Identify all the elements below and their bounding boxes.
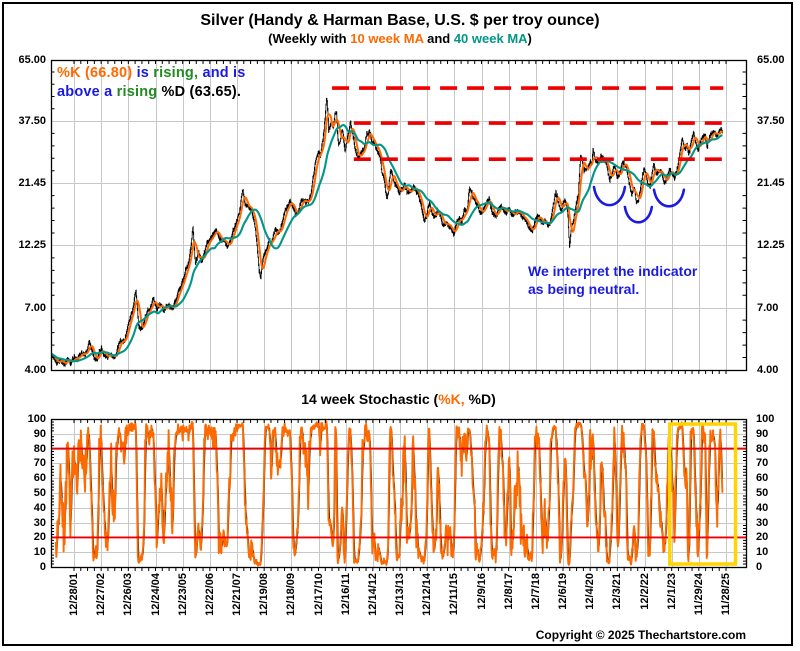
stoch-y-axis-label-left: 60 [33, 472, 46, 484]
annotation-d-value: %D (63.65). [157, 84, 242, 100]
stoch-y-axis-label-left: 10 [33, 546, 46, 558]
date-label: 12/18/09 [285, 573, 297, 616]
subtitle-joiner: and [423, 31, 454, 46]
date-label: 12/12/14 [421, 573, 433, 616]
date-label: 12/3/21 [611, 573, 623, 610]
date-label: 12/19/08 [258, 573, 270, 616]
price-y-axis-label-right: 37.50 [757, 115, 785, 127]
page-border [2, 2, 793, 646]
annotation-line-2: above a rising %D (63.65). [57, 83, 246, 102]
date-label: 12/26/03 [122, 573, 134, 616]
stoch-y-axis-label-right: 10 [756, 546, 769, 558]
annotation-above-a: above a [57, 84, 117, 100]
stoch-y-axis-label-right: 40 [756, 502, 769, 514]
subtitle-suffix: ) [527, 31, 532, 46]
date-label: 12/27/02 [95, 573, 107, 616]
stoch-y-axis-label-right: 20 [756, 531, 769, 543]
date-label: 12/7/18 [530, 573, 542, 610]
date-label: 12/9/16 [476, 573, 488, 610]
stoch-y-axis-label-right: 100 [756, 413, 775, 425]
date-label: 12/17/10 [313, 573, 325, 616]
stoch-y-axis-label-left: 90 [33, 428, 46, 440]
stoch-y-axis-label-left: 0 [39, 561, 46, 573]
price-y-axis-label-right: 21.45 [757, 177, 785, 189]
subtitle-10wma-label: 10 week MA [350, 31, 424, 46]
annotation-and-is: and is [198, 65, 246, 81]
stoch-y-axis-label-right: 90 [756, 428, 769, 440]
price-y-axis-label-left: 7.00 [24, 302, 46, 314]
annotation-is: is [132, 65, 154, 81]
price-y-axis-label-left: 65.00 [18, 54, 46, 66]
price-y-axis-label-right: 4.00 [757, 364, 779, 376]
date-label: 12/6/19 [557, 573, 569, 610]
date-label: 12/22/06 [204, 573, 216, 616]
stoch-y-axis-label-right: 30 [756, 517, 769, 529]
price-y-axis-label-left: 37.50 [18, 115, 46, 127]
subtitle-prefix: (Weekly with [268, 31, 351, 46]
stoch-y-axis-label-right: 50 [756, 487, 769, 499]
stoch-y-axis-label-left: 100 [27, 413, 46, 425]
annotation-k-value: %K (66.80) [57, 65, 133, 81]
date-label: 12/8/17 [503, 573, 515, 610]
date-label: 11/28/25 [720, 573, 732, 616]
date-label: 11/29/24 [693, 573, 705, 616]
date-label: 12/16/11 [340, 573, 352, 616]
annotation-rising-1: rising, [153, 65, 199, 81]
subtitle-40wma-label: 40 week MA [453, 31, 528, 46]
copyright-text: Copyright © 2025 Thechartstore.com [535, 628, 746, 642]
note-line-2: as being neutral. [528, 281, 640, 297]
date-label: 12/24/04 [150, 573, 162, 616]
stoch-y-axis-label-left: 40 [33, 502, 46, 514]
stoch-title-prefix: 14 week Stochastic ( [301, 391, 439, 407]
price-y-axis-label-right: 65.00 [757, 54, 785, 66]
price-y-axis-label-left: 12.25 [18, 239, 46, 251]
note-line-1: We interpret the indicator [528, 263, 698, 279]
date-label: 12/23/05 [177, 573, 189, 616]
annotation-line-1: %K (66.80) is rising, and is [57, 64, 246, 83]
stochastic-panel-title: 14 week Stochastic (%K, %D) [51, 391, 746, 407]
stoch-title-suffix: %D) [464, 391, 496, 407]
date-label: 12/28/01 [68, 573, 80, 616]
date-label: 12/2/22 [639, 573, 651, 610]
date-label: 12/21/07 [231, 573, 243, 616]
stoch-y-axis-label-left: 30 [33, 517, 46, 529]
chart-title: Silver (Handy & Harman Base, U.S. $ per … [200, 12, 600, 29]
annotation-rising-2: rising [116, 84, 158, 100]
price-y-axis-label-right: 12.25 [757, 239, 785, 251]
stoch-y-axis-label-right: 60 [756, 472, 769, 484]
price-y-axis-label-left: 21.45 [18, 177, 46, 189]
chart-subtitle: (Weekly with 10 week MA and 40 week MA) [0, 31, 800, 46]
stoch-y-axis-label-left: 80 [33, 443, 46, 455]
date-label: 12/13/13 [394, 573, 406, 616]
date-label: 12/1/23 [666, 573, 678, 610]
price-y-axis-label-left: 4.00 [24, 364, 46, 376]
date-label: 12/14/12 [367, 573, 379, 616]
stoch-y-axis-label-right: 70 [756, 457, 769, 469]
price-y-axis-label-right: 7.00 [757, 302, 779, 314]
neutral-interpretation-note: We interpret the indicator as being neut… [528, 262, 697, 298]
stoch-y-axis-label-left: 50 [33, 487, 46, 499]
stoch-y-axis-label-left: 20 [33, 531, 46, 543]
stoch-y-axis-label-right: 0 [756, 561, 763, 573]
stoch-y-axis-label-left: 70 [33, 457, 46, 469]
date-label: 12/11/15 [448, 573, 460, 616]
date-label: 12/4/20 [584, 573, 596, 610]
stoch-y-axis-label-right: 80 [756, 443, 769, 455]
stochastic-status-annotation: %K (66.80) is rising, and is above a ris… [57, 64, 246, 102]
stoch-title-k: %K, [438, 391, 465, 407]
